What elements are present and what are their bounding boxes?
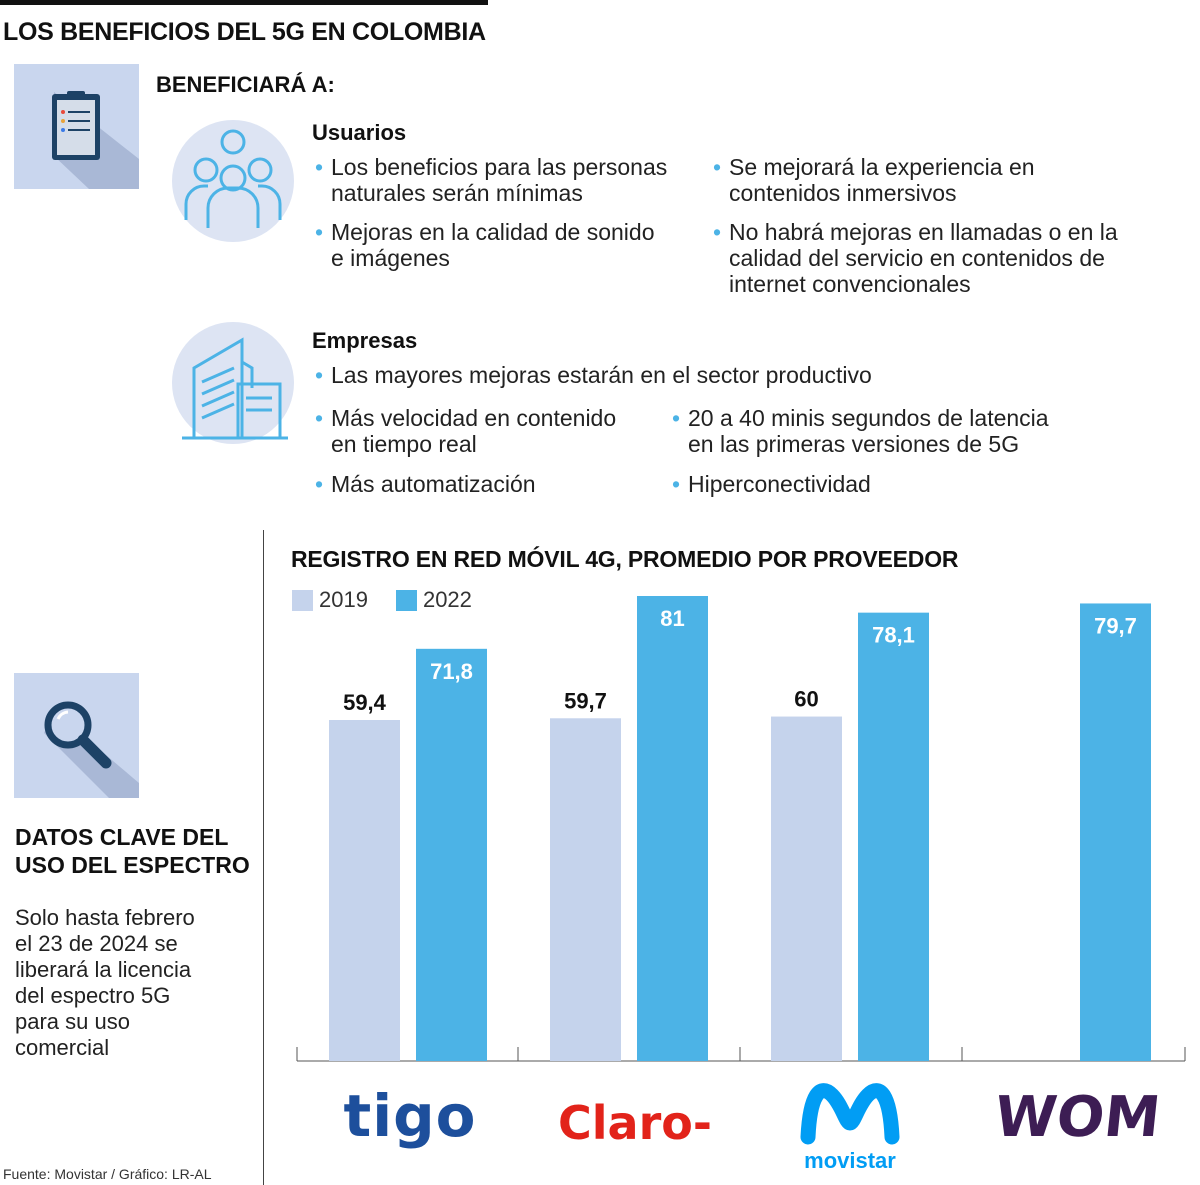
side-text: Solo hasta febrero el 23 de 2024 se libe… [15, 905, 195, 1060]
list-item: • 20 a 40 minis segundos de latencia en l… [672, 405, 1049, 457]
page-title: LOS BENEFICIOS DEL 5G EN COLOMBIA [3, 18, 486, 46]
list-item: • Se mejorará la experiencia en contenido… [713, 154, 1035, 206]
clipboard-tile [14, 64, 139, 189]
bar-2019-tigo [329, 720, 400, 1061]
data-label-2022-wom: 79,7 [1094, 613, 1137, 638]
list-item: • Más velocidad en contenido en tiempo re… [315, 405, 617, 457]
list-item: • Hiperconectividad [672, 471, 871, 497]
clipboard-icon [52, 91, 139, 189]
legend-swatch-2022 [395, 589, 417, 611]
movistar-m-icon [800, 1075, 900, 1145]
data-label-2022-tigo: 71,8 [430, 659, 473, 684]
tick-label-tigo: tigo [343, 1082, 477, 1150]
tick-label-claro: Claro- [555, 1096, 715, 1150]
source-note: Fuente: Movistar / Gráfico: LR-AL [3, 1166, 212, 1182]
tick-label-movistar: movistar [804, 1148, 896, 1173]
bar-2019-movistar [771, 716, 842, 1061]
bar-2022-wom [1080, 603, 1151, 1061]
legend-swatch-2019 [292, 589, 313, 611]
section-divider [263, 530, 264, 1185]
bar-2022-claro [637, 596, 708, 1061]
data-label-2019-claro: 59,7 [564, 688, 607, 713]
chart-legend: 2019 2022 [292, 587, 488, 613]
data-label-2019-tigo: 59,4 [343, 690, 387, 715]
data-label-2022-claro: 81 [660, 606, 684, 631]
claro-wordmark: Claro [558, 1096, 693, 1150]
list-item: • Mejoras en la calidad de sonido e imáge… [315, 219, 655, 271]
usuarios-title: Usuarios [312, 120, 407, 145]
list-item: • Más automatización [315, 471, 536, 497]
bar-2022-movistar [858, 612, 929, 1061]
empresas-title: Empresas [312, 328, 418, 353]
benefits-heading: BENEFICIARÁ A: [156, 72, 335, 97]
chart-title: REGISTRO EN RED MÓVIL 4G, PROMEDIO POR P… [291, 546, 959, 572]
magnifier-icon [44, 701, 139, 798]
magnifier-tile [14, 673, 139, 798]
list-item: • Los beneficios para las personas natura… [315, 154, 668, 206]
side-heading: DATOS CLAVE DEL USO DEL ESPECTRO [15, 824, 250, 878]
legend-item-2019: 2019 [292, 587, 368, 613]
list-item: • No habrá mejoras en llamadas o en la ca… [713, 219, 1118, 297]
bar-2019-claro [550, 718, 621, 1061]
bar-2022-tigo [416, 648, 487, 1061]
people-group-icon [172, 120, 294, 242]
top-rule [0, 0, 488, 5]
tick-label-wom: WOM [991, 1085, 1164, 1150]
list-item: • Las mayores mejoras estarán en el secto… [315, 362, 872, 388]
legend-label-2019: 2019 [319, 587, 368, 612]
claro-dash-icon: - [692, 1096, 712, 1150]
building-icon [172, 322, 294, 444]
legend-label-2022: 2022 [422, 587, 472, 612]
data-label-2022-movistar: 78,1 [872, 623, 915, 648]
legend-item-2022: 2022 [395, 587, 472, 613]
data-label-2019-movistar: 60 [794, 687, 818, 712]
